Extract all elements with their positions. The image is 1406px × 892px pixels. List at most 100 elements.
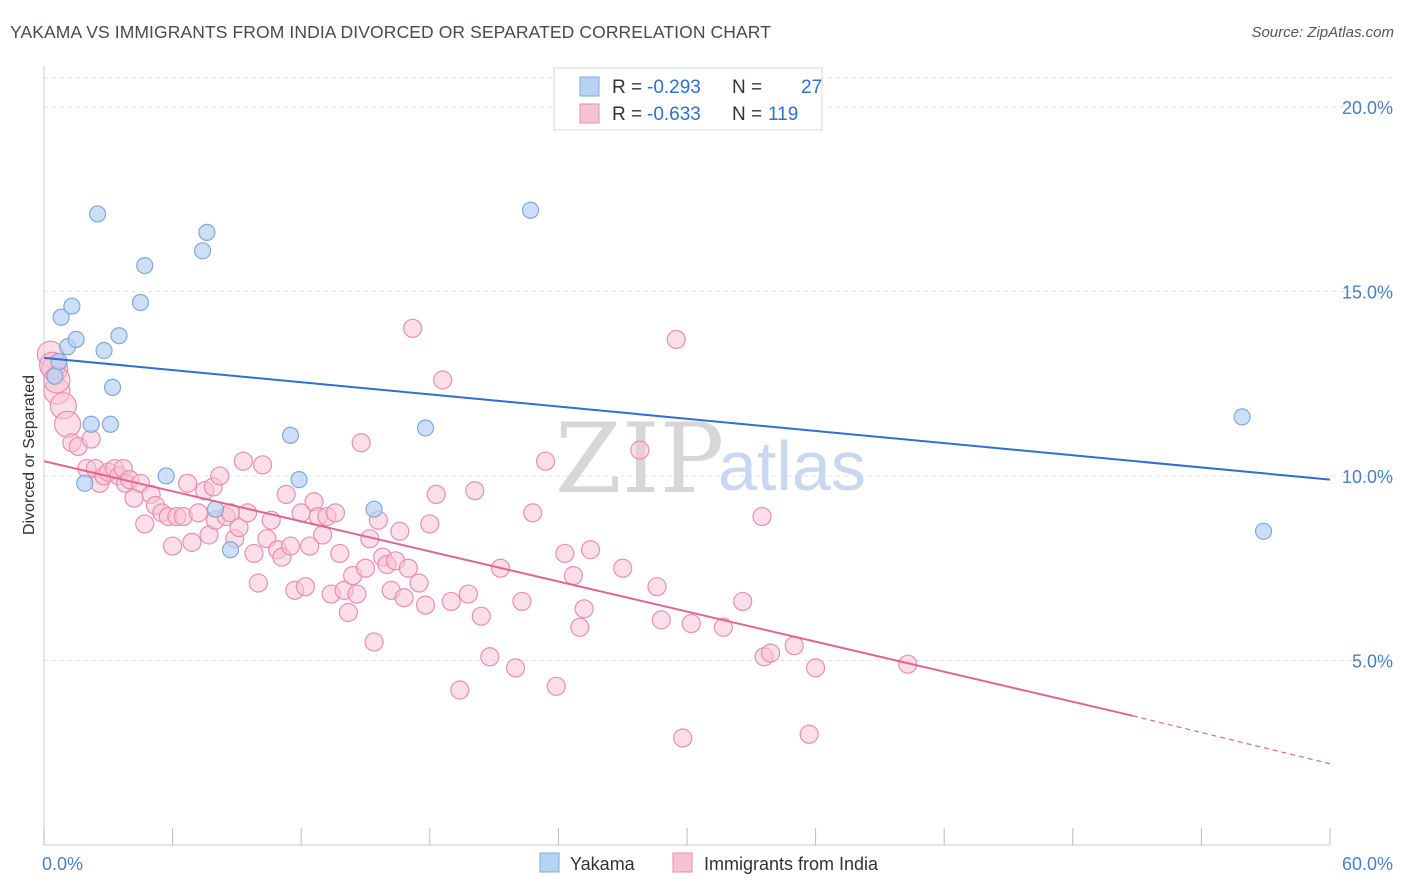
india-point <box>523 503 543 523</box>
india-point <box>409 573 429 593</box>
india-point <box>651 610 671 630</box>
india-point <box>647 577 667 597</box>
india-point <box>546 676 566 696</box>
legend-n-value-yakama: 27 <box>801 77 822 98</box>
yakama-point <box>95 341 113 360</box>
india-point <box>613 558 633 578</box>
watermark: ZIP atlas <box>555 403 866 515</box>
bottom-legend: Yakama Immigrants from India <box>539 852 879 874</box>
bottom-legend-label-india: Immigrants from India <box>704 854 879 874</box>
india-point <box>295 577 316 597</box>
yakama-point <box>101 415 120 433</box>
yakama-point <box>365 500 383 518</box>
y-axis-label: Divorced or Separated <box>21 375 38 535</box>
india-point <box>233 451 253 471</box>
india-point <box>210 466 230 486</box>
yakama-point <box>82 415 100 433</box>
india-point <box>570 617 590 637</box>
india-point <box>760 643 781 663</box>
yakama-point <box>52 308 70 326</box>
india-point <box>178 473 198 493</box>
yakama-point <box>1254 522 1273 540</box>
yakama-point <box>131 293 150 312</box>
india-point <box>398 558 418 578</box>
yakama-point <box>1233 408 1251 426</box>
india-point <box>244 543 264 564</box>
legend-swatch-india <box>579 103 600 124</box>
y-tick-label-1: 10.0% <box>1342 467 1393 487</box>
india-point <box>458 584 478 604</box>
india-point <box>480 647 500 667</box>
y-tick-label-3: 20.0% <box>1342 98 1393 118</box>
india-point <box>465 481 485 501</box>
india-point <box>535 451 556 471</box>
legend-n-label-india: N = <box>732 104 762 125</box>
watermark-atlas: atlas <box>718 427 866 505</box>
india-points <box>36 318 918 748</box>
yakama-point <box>157 467 175 485</box>
india-point <box>163 536 183 556</box>
india-point <box>188 503 208 523</box>
grid <box>44 77 1393 661</box>
x-tick-label-0: 0.0% <box>42 854 83 874</box>
yakama-point <box>76 474 94 492</box>
yakama-point <box>88 205 107 223</box>
bottom-legend-swatch-yakama <box>539 852 560 873</box>
india-point <box>330 543 350 564</box>
yakama-point <box>103 378 122 396</box>
india-point <box>394 588 414 608</box>
yakama-point <box>290 471 308 489</box>
bottom-legend-swatch-india <box>672 852 693 873</box>
india-point <box>666 329 686 350</box>
india-trendline <box>43 460 1134 717</box>
india-point <box>580 540 601 560</box>
india-point <box>752 506 772 527</box>
india-point <box>681 613 701 634</box>
india-point <box>403 318 423 338</box>
x-tick-label-1: 60.0% <box>1342 854 1393 874</box>
india-trendline-extension <box>1132 715 1331 765</box>
yakama-point <box>198 223 216 241</box>
yakama-point <box>110 327 128 345</box>
india-point <box>355 558 376 578</box>
india-point <box>351 433 371 453</box>
legend-r-value-india: -0.633 <box>647 104 701 125</box>
india-point <box>450 680 470 700</box>
india-point <box>135 514 155 534</box>
india-point <box>415 595 436 615</box>
india-point <box>229 518 249 538</box>
y-tick-label-0: 5.0% <box>1352 651 1393 671</box>
india-point <box>471 606 491 626</box>
yakama-point <box>281 426 300 444</box>
yakama-point <box>63 297 81 315</box>
india-point <box>505 658 526 678</box>
india-point <box>276 484 296 505</box>
yakama-point <box>50 352 68 371</box>
legend-r-value-yakama: -0.293 <box>647 77 701 98</box>
india-point <box>784 636 804 656</box>
india-point <box>673 728 693 748</box>
legend-r-label-yakama: R = <box>612 77 642 98</box>
india-point <box>53 410 82 438</box>
india-point <box>347 584 367 604</box>
india-point <box>253 455 273 475</box>
legend-swatch-yakama <box>579 76 600 97</box>
axes <box>43 66 1331 846</box>
india-point <box>733 591 753 612</box>
chart-title: YAKAMA VS IMMIGRANTS FROM INDIA DIVORCED… <box>10 22 771 42</box>
x-tick-labels: 0.0% 60.0% <box>42 854 1393 874</box>
source-label: Source: ZipAtlas.com <box>1251 24 1394 41</box>
top-legend: R = -0.293 N = 27 R = -0.633 N = 119 <box>553 67 823 131</box>
yakama-point <box>136 256 154 275</box>
legend-r-label-india: R = <box>612 104 642 125</box>
yakama-point <box>416 419 435 437</box>
india-point <box>563 565 584 586</box>
india-point <box>426 484 446 505</box>
india-point <box>182 532 202 552</box>
india-point <box>713 617 734 637</box>
trendlines <box>43 356 1331 765</box>
yakama-points <box>46 201 1273 559</box>
india-point <box>390 521 410 541</box>
india-point <box>799 724 819 744</box>
india-point <box>300 536 320 556</box>
